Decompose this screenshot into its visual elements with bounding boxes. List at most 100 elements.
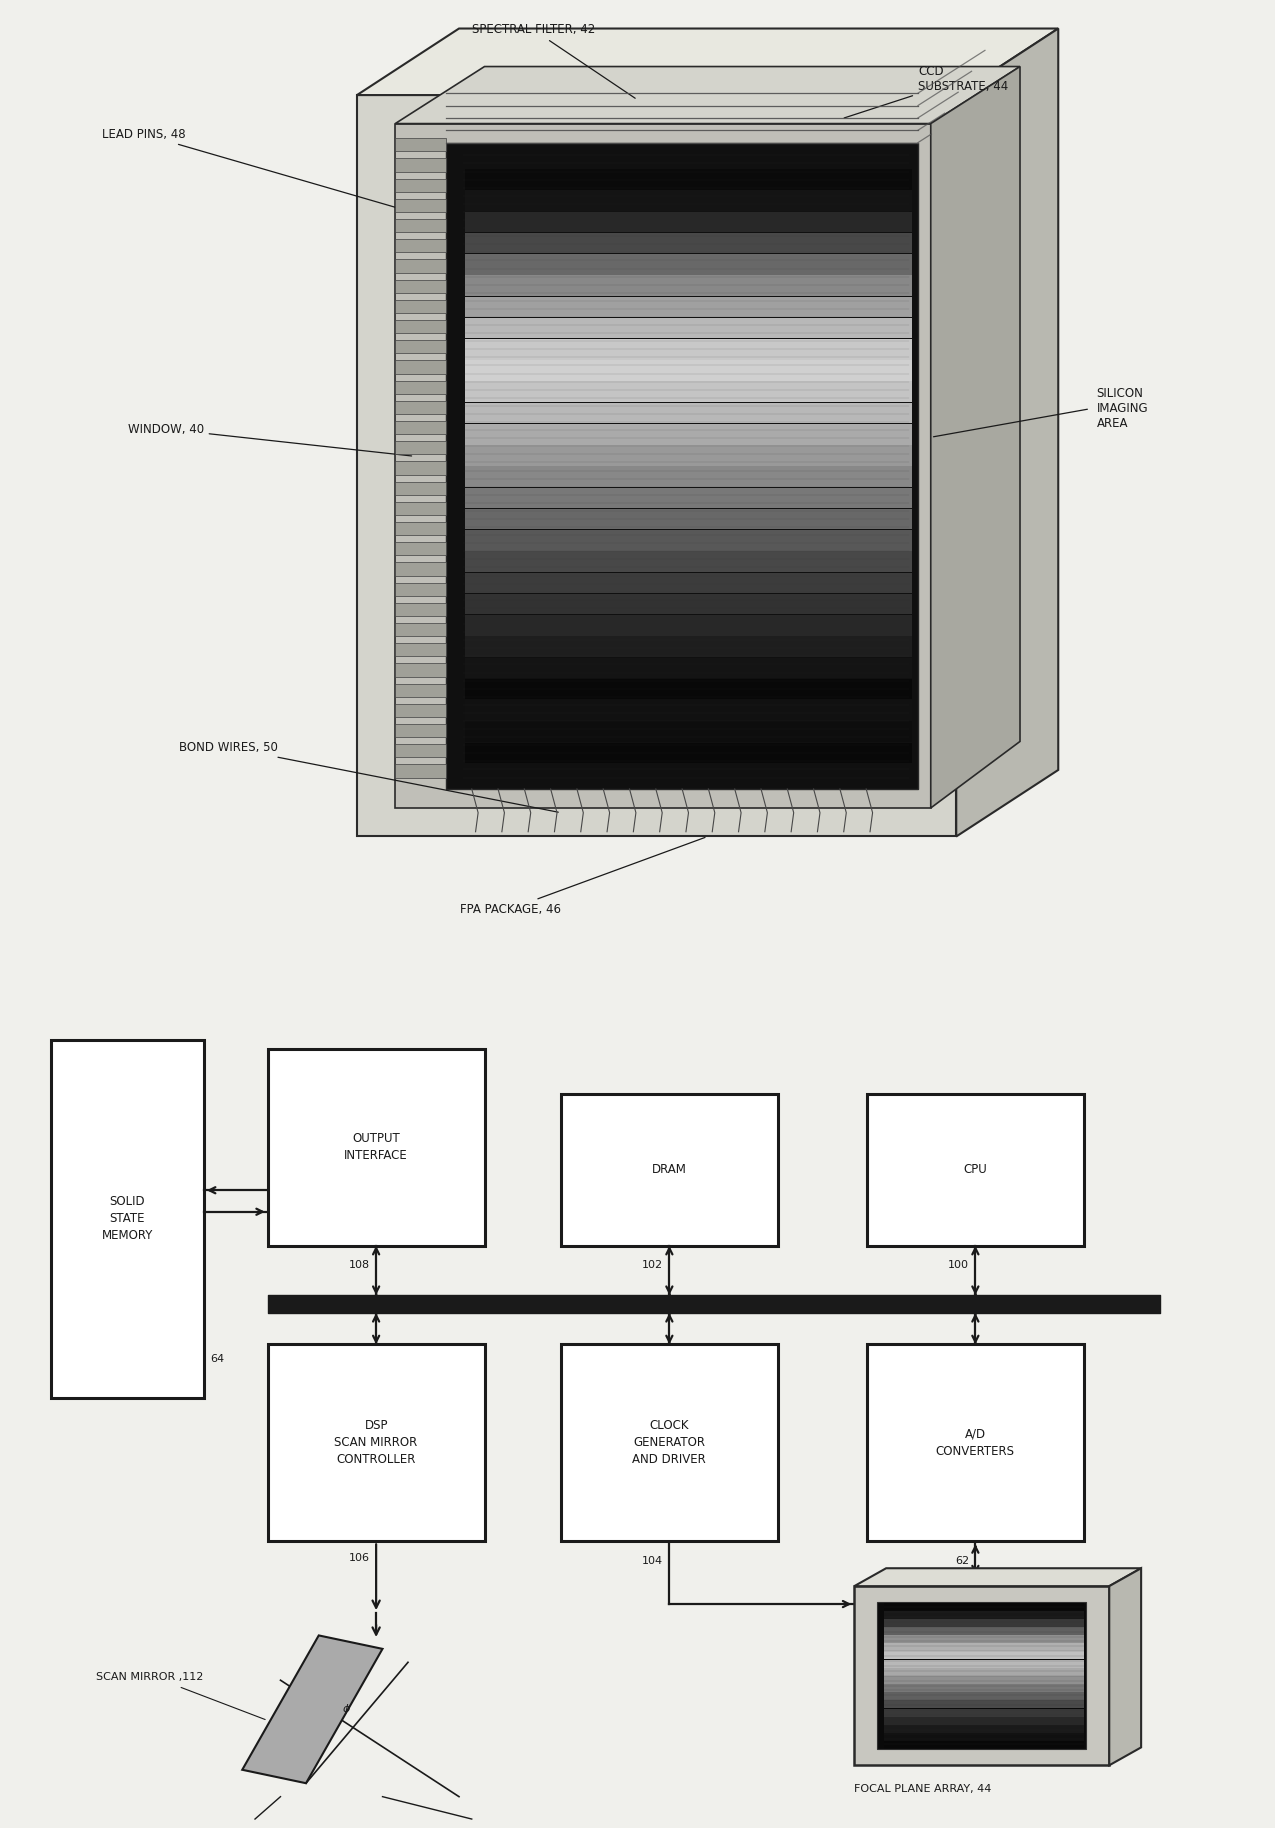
Text: LEAD PINS, 48: LEAD PINS, 48 <box>102 128 399 208</box>
Polygon shape <box>884 1700 1084 1709</box>
Polygon shape <box>395 664 446 676</box>
Polygon shape <box>395 523 446 536</box>
Polygon shape <box>884 1651 1084 1660</box>
Polygon shape <box>465 382 912 402</box>
Polygon shape <box>465 742 912 762</box>
Polygon shape <box>357 95 956 837</box>
Polygon shape <box>884 1636 1084 1643</box>
Polygon shape <box>465 232 912 254</box>
Text: SCAN MIRROR ,112: SCAN MIRROR ,112 <box>96 1673 203 1682</box>
Polygon shape <box>395 643 446 656</box>
Polygon shape <box>884 1693 1084 1700</box>
Polygon shape <box>395 583 446 596</box>
Polygon shape <box>357 29 1058 95</box>
Text: 62: 62 <box>955 1556 969 1567</box>
Polygon shape <box>884 1676 1084 1684</box>
Polygon shape <box>395 380 446 393</box>
Polygon shape <box>395 400 446 413</box>
Polygon shape <box>465 318 912 338</box>
Polygon shape <box>465 190 912 210</box>
Polygon shape <box>465 488 912 508</box>
Polygon shape <box>884 1709 1084 1716</box>
Polygon shape <box>884 1667 1084 1676</box>
Text: OUTPUT
INTERFACE: OUTPUT INTERFACE <box>344 1132 408 1163</box>
Polygon shape <box>956 29 1058 837</box>
Text: DSP
SCAN MIRROR
CONTROLLER: DSP SCAN MIRROR CONTROLLER <box>334 1419 418 1466</box>
Polygon shape <box>395 179 446 192</box>
Polygon shape <box>465 722 912 742</box>
Polygon shape <box>877 1603 1086 1749</box>
FancyBboxPatch shape <box>268 1049 484 1247</box>
Text: 108: 108 <box>348 1259 370 1270</box>
Polygon shape <box>465 338 912 360</box>
Polygon shape <box>465 360 912 380</box>
Polygon shape <box>395 239 446 252</box>
Text: FPA PACKAGE, 46: FPA PACKAGE, 46 <box>459 837 705 916</box>
Polygon shape <box>395 280 446 292</box>
Polygon shape <box>395 300 446 313</box>
Polygon shape <box>465 508 912 530</box>
Text: BOND WIRES, 50: BOND WIRES, 50 <box>179 740 558 812</box>
Polygon shape <box>395 764 446 777</box>
FancyBboxPatch shape <box>561 1093 778 1247</box>
Text: SOLID
STATE
MEMORY: SOLID STATE MEMORY <box>102 1196 153 1243</box>
Polygon shape <box>884 1620 1084 1627</box>
Polygon shape <box>884 1610 1084 1618</box>
Polygon shape <box>395 744 446 757</box>
Polygon shape <box>884 1726 1084 1733</box>
Polygon shape <box>395 461 446 475</box>
Text: SILICON
IMAGING
AREA: SILICON IMAGING AREA <box>1096 388 1148 430</box>
Polygon shape <box>395 724 446 737</box>
Polygon shape <box>884 1603 1084 1610</box>
Polygon shape <box>465 446 912 466</box>
Polygon shape <box>1109 1568 1141 1766</box>
Polygon shape <box>884 1643 1084 1651</box>
Polygon shape <box>465 552 912 572</box>
Polygon shape <box>465 572 912 594</box>
Polygon shape <box>395 563 446 576</box>
Polygon shape <box>395 260 446 272</box>
Polygon shape <box>395 66 1020 124</box>
Polygon shape <box>395 320 446 333</box>
FancyBboxPatch shape <box>867 1093 1084 1247</box>
Polygon shape <box>395 623 446 636</box>
Polygon shape <box>465 700 912 720</box>
Polygon shape <box>884 1660 1084 1667</box>
FancyBboxPatch shape <box>268 1344 484 1541</box>
Polygon shape <box>395 159 446 172</box>
Polygon shape <box>465 636 912 656</box>
Text: CPU: CPU <box>964 1163 987 1175</box>
Text: 100: 100 <box>949 1259 969 1270</box>
Polygon shape <box>931 66 1020 808</box>
FancyBboxPatch shape <box>561 1344 778 1541</box>
Polygon shape <box>465 254 912 274</box>
Polygon shape <box>884 1733 1084 1740</box>
Text: CLOCK
GENERATOR
AND DRIVER: CLOCK GENERATOR AND DRIVER <box>632 1419 706 1466</box>
Polygon shape <box>465 276 912 296</box>
Text: CCD
SUBSTRATE, 44: CCD SUBSTRATE, 44 <box>844 66 1009 119</box>
Text: 102: 102 <box>641 1259 663 1270</box>
Text: SPECTRAL FILTER, 42: SPECTRAL FILTER, 42 <box>472 24 635 99</box>
Polygon shape <box>395 219 446 232</box>
Polygon shape <box>395 704 446 717</box>
Polygon shape <box>854 1568 1141 1587</box>
Polygon shape <box>395 603 446 616</box>
Polygon shape <box>395 360 446 373</box>
Polygon shape <box>465 658 912 678</box>
Polygon shape <box>395 441 446 455</box>
Polygon shape <box>465 402 912 424</box>
Polygon shape <box>465 614 912 636</box>
Polygon shape <box>465 678 912 700</box>
Text: 106: 106 <box>349 1554 370 1563</box>
Polygon shape <box>465 594 912 614</box>
Text: FOCAL PLANE ARRAY, 44: FOCAL PLANE ARRAY, 44 <box>854 1784 992 1793</box>
Text: DRAM: DRAM <box>652 1163 687 1175</box>
Polygon shape <box>395 481 446 495</box>
Polygon shape <box>884 1684 1084 1693</box>
Polygon shape <box>884 1627 1084 1634</box>
Polygon shape <box>465 212 912 232</box>
FancyBboxPatch shape <box>867 1344 1084 1541</box>
Polygon shape <box>465 424 912 444</box>
Text: 64: 64 <box>210 1355 224 1364</box>
Polygon shape <box>465 466 912 486</box>
